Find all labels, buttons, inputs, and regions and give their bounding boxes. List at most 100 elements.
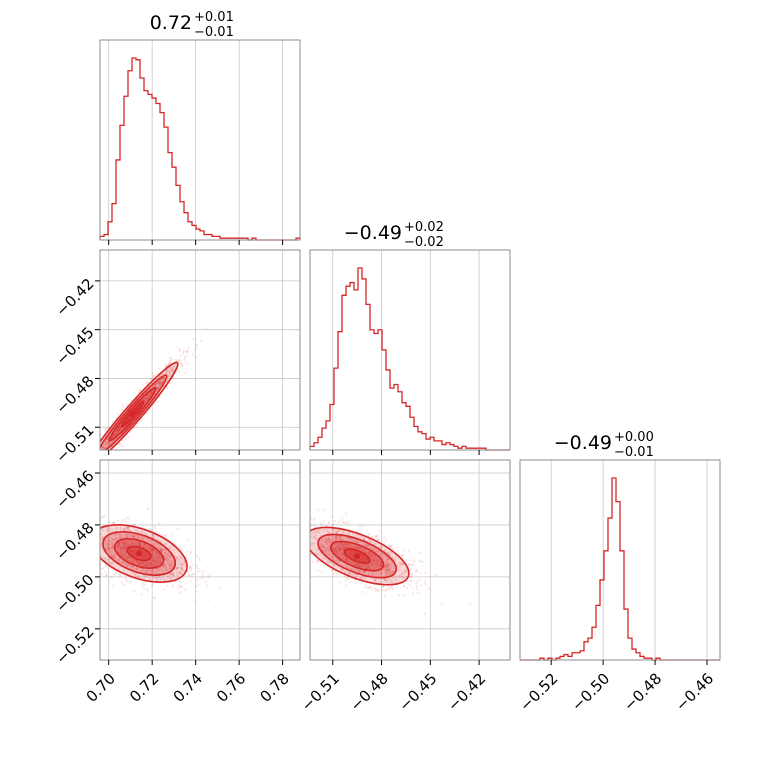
scatter-panel-1-0-point-1278 [88,458,90,460]
scatter-panel-1-0-point-261 [152,375,155,378]
scatter-panel-2-1-point-1237 [334,536,337,539]
scatter-panel-2-0-point-1345 [136,542,139,545]
scatter-panel-2-1-point-511 [332,548,335,552]
scatter-panel-2-1-point-212 [318,560,321,563]
scatter-panel-2-0-point-1346 [113,553,116,557]
scatter-panel-2-0-point-800 [142,581,145,584]
scatter-panel-2-0-point-563 [185,556,188,559]
scatter-panel-2-0-point-928 [92,537,94,539]
scatter-panel-2-1-point-869 [322,556,326,559]
scatter-panel-2-0-point-704 [140,557,143,560]
scatter-panel-1-0-point-98 [104,429,107,432]
scatter-panel-2-1-point-1221 [367,566,371,570]
scatter-panel-2-0-point-258 [129,581,132,584]
scatter-panel-2-1-point-597 [373,563,376,567]
scatter-panel-2-1-point-535 [338,560,341,563]
scatter-panel-2-1-point-1204 [395,575,398,578]
scatter-panel-2-0-point-208 [119,536,122,539]
scatter-panel-2-0-point-0 [153,560,156,563]
scatter-panel-1-0-point-384 [168,362,171,365]
scatter-panel-1-0-point-1367 [175,358,178,362]
scatter-panel-2-0-point-1340 [123,563,126,566]
scatter-panel-2-0-point-930 [156,569,159,572]
scatter-panel-2-1-point-1315 [310,542,313,545]
scatter-panel-2-0-point-699 [188,565,191,568]
scatter-panel-2-1-point-952 [346,545,350,548]
scatter-panel-2-1-point-1207 [398,561,401,564]
scatter-panel-2-0-point-598 [144,532,147,535]
scatter-panel-2-1-point-1190 [381,588,384,592]
scatter-panel-2-0-point-995 [133,522,136,525]
scatter-panel-2-1-point-362 [428,587,431,590]
scatter-panel-2-0-point-1375 [123,552,127,555]
scatter-panel-2-0-point-262 [149,547,152,550]
scatter-panel-2-0-point-427 [123,545,126,548]
scatter-panel-2-1-point-1091 [311,532,314,535]
scatter-panel-2-1-point-1384 [347,550,350,553]
scatter-panel-1-0-point-1299 [150,392,153,395]
scatter-panel-2-0-point-187 [189,567,192,570]
scatter-panel-2-1-point-578 [345,584,348,587]
scatter-panel-1-0-point-303 [135,408,138,411]
scatter-panel-2-0-point-1178 [149,539,153,542]
scatter-panel-2-0-point-65 [119,541,122,544]
scatter-panel-2-0-point-993 [175,557,178,560]
scatter-panel-2-0-point-672 [187,574,191,577]
scatter-panel-1-0-point-783 [147,396,150,399]
scatter-panel-2-1-point-900 [397,552,400,555]
scatter-panel-2-1-point-883 [363,543,366,546]
scatter-panel-2-1-point-528 [333,547,337,550]
scatter-panel-2-0-point-1095 [148,561,151,565]
scatter-panel-1-0-point-939 [107,441,110,444]
scatter-panel-2-0-point-1132 [178,572,181,576]
scatter-panel-2-0-point-1105 [110,545,114,548]
scatter-panel-2-0-point-1009 [148,577,151,580]
scatter-panel-2-0-point-302 [118,551,121,554]
scatter-panel-2-0-point-1175 [107,558,110,561]
scatter-panel-2-1-point-503 [388,571,391,574]
scatter-panel-2-0-point-190 [124,543,127,546]
scatter-panel-1-0-point-144 [156,382,160,385]
scatter-panel-2-0-point-387 [135,559,138,562]
scatter-panel-2-0-point-795 [131,565,134,568]
scatter-panel-2-1-point-1189 [373,579,377,582]
scatter-panel-2-0-point-1280 [167,575,170,578]
scatter-panel-2-1-point-74 [340,543,344,546]
scatter-panel-1-0-point-526 [148,394,151,397]
scatter-panel-2-1-point-177 [368,551,371,554]
scatter-panel-2-1-point-533 [388,572,391,576]
scatter-panel-1-0-point-251 [97,454,99,456]
scatter-panel-2-0-point-372 [124,549,127,552]
scatter-panel-2-0-point-634 [151,563,154,566]
scatter-panel-2-0-point-1168 [137,563,140,566]
scatter-panel-2-1-point-142 [316,529,319,532]
scatter-panel-2-0-point-876 [157,545,160,548]
scatter-panel-1-0-point-268 [107,440,110,443]
scatter-panel-2-1-point-874 [351,574,355,577]
scatter-panel-1-0-point-288 [169,370,172,373]
scatter-panel-2-0-point-650 [144,563,147,567]
scatter-panel-2-0-point-1270 [141,561,145,564]
scatter-panel-1-0-point-1333 [138,388,141,392]
scatter-panel-2-1-point-889 [320,546,323,549]
scatter-panel-2-0-point-747 [206,576,210,579]
scatter-panel-1-0-point-1387 [134,410,137,413]
scatter-panel-2-0-point-1347 [93,546,95,548]
scatter-panel-2-1-point-1353 [401,572,404,575]
scatter-panel-2-0-point-395 [160,549,163,552]
scatter-panel-2-0-point-1074 [124,541,127,544]
scatter-panel-2-0-point-655 [143,543,146,546]
scatter-panel-2-1-point-669 [375,563,378,566]
scatter-panel-2-0-point-532 [169,554,172,557]
scatter-panel-2-0-point-1144 [171,573,175,576]
scatter-panel-2-1-point-776 [349,567,353,571]
scatter-panel-2-0-point-831 [154,571,157,574]
scatter-panel-2-0-point-1380 [104,574,108,577]
scatter-panel-2-1-point-633 [327,539,330,542]
scatter-panel-2-1-point-57 [355,547,358,550]
scatter-panel-2-0-point-601 [112,557,115,560]
scatter-panel-2-1-background [310,460,510,660]
scatter-panel-2-1-point-831 [345,557,348,560]
scatter-panel-2-1-point-697 [404,571,407,574]
scatter-panel-2-1-point-790 [374,535,377,538]
